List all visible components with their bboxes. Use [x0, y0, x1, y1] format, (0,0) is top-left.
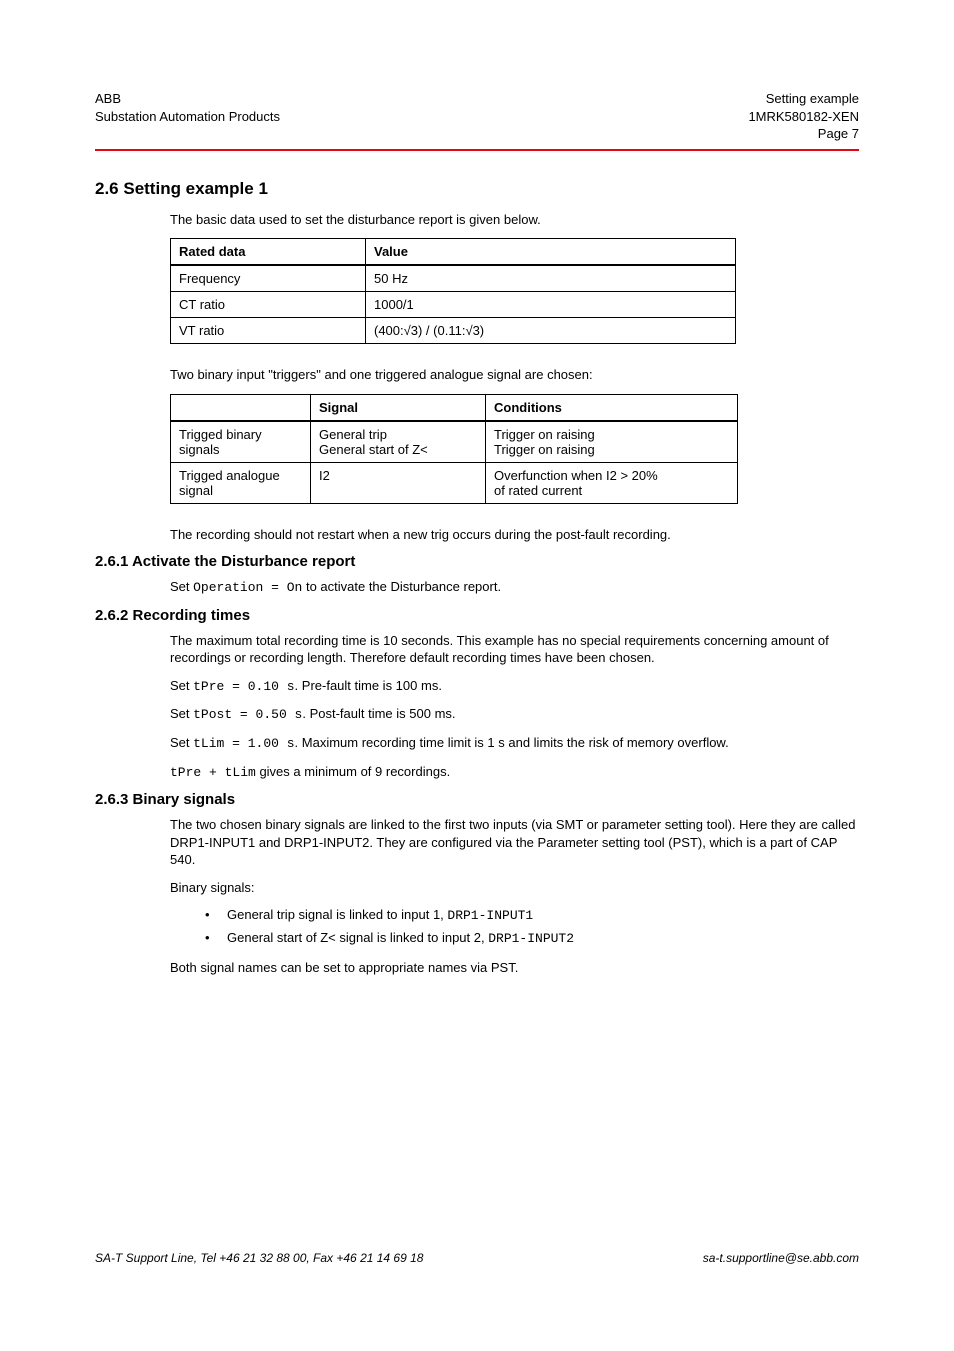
t1-h0: Rated data: [171, 239, 366, 266]
trigger-table: Signal Conditions Trigged binary signals…: [170, 394, 738, 504]
t2-h2: Conditions: [486, 394, 738, 421]
sub3-p1: The two chosen binary signals are linked…: [170, 816, 859, 869]
page-header: ABB Setting example Substation Automatio…: [95, 90, 859, 143]
footer-left: SA-T Support Line, Tel +46 21 32 88 00, …: [95, 1251, 423, 1265]
sub2-p3-suf: . Post-fault time is 500 ms.: [302, 706, 455, 721]
sub3-bullets: •General trip signal is linked to input …: [205, 906, 859, 949]
rated-data-table: Rated data Value Frequency50 HzCT ratio1…: [170, 238, 736, 344]
table-row: Trigged analogue signalI2Overfunction wh…: [171, 462, 738, 503]
t1-h1: Value: [366, 239, 736, 266]
table-cell: Trigged analogue signal: [171, 462, 311, 503]
table-cell: CT ratio: [171, 292, 366, 318]
sub2-p3-cmd: tPost = 0.50 s: [193, 707, 302, 722]
intro-text: The basic data used to set the disturban…: [170, 211, 859, 229]
table-cell: Overfunction when I2 > 20% of rated curr…: [486, 462, 738, 503]
sub3-p2: Binary signals:: [170, 879, 859, 897]
list-item: •General start of Z< signal is linked to…: [205, 929, 859, 949]
table-cell: Frequency: [171, 265, 366, 292]
table-row: Frequency50 Hz: [171, 265, 736, 292]
sub1-heading: 2.6.1 Activate the Disturbance report: [95, 553, 859, 570]
header-right-1: Setting example: [766, 90, 859, 108]
table-cell: 1000/1: [366, 292, 736, 318]
sub1-suf: to activate the Disturbance report.: [302, 579, 501, 594]
sub1-text: Set Operation = On to activate the Distu…: [170, 578, 859, 597]
sub2-p2-pre: Set: [170, 678, 193, 693]
bullet-marker: •: [205, 929, 227, 949]
sub2-p3-pre: Set: [170, 706, 193, 721]
table-row: CT ratio1000/1: [171, 292, 736, 318]
triggers-text: Two binary input "triggers" and one trig…: [170, 366, 859, 384]
sub2-p2-suf: . Pre-fault time is 100 ms.: [295, 678, 442, 693]
sub2-p4-cmd: tLim = 1.00 s: [193, 736, 294, 751]
bullet-text: General trip signal is linked to input 1…: [227, 906, 533, 926]
sub2-p4-pre: Set: [170, 735, 193, 750]
table-row: Trigged binary signalsGeneral trip Gener…: [171, 421, 738, 463]
table-cell: General trip General start of Z<: [311, 421, 486, 463]
sub2-p4-suf: . Maximum recording time limit is 1 s an…: [295, 735, 729, 750]
sub2-heading: 2.6.2 Recording times: [95, 607, 859, 624]
sub1-pre: Set: [170, 579, 193, 594]
header-left-2: Substation Automation Products: [95, 108, 280, 126]
table-cell: Trigger on raising Trigger on raising: [486, 421, 738, 463]
sub2-p2: Set tPre = 0.10 s. Pre-fault time is 100…: [170, 677, 859, 696]
table-cell: I2: [311, 462, 486, 503]
sub3-heading: 2.6.3 Binary signals: [95, 791, 859, 808]
list-item: •General trip signal is linked to input …: [205, 906, 859, 926]
header-left-1: ABB: [95, 90, 121, 108]
sub1-cmd: Operation = On: [193, 580, 302, 595]
bullet-marker: •: [205, 906, 227, 926]
bullet-text: General start of Z< signal is linked to …: [227, 929, 574, 949]
table-cell: (400:√3) / (0.11:√3): [366, 318, 736, 344]
norestart-text: The recording should not restart when a …: [170, 526, 859, 544]
table-cell: 50 Hz: [366, 265, 736, 292]
table-cell: VT ratio: [171, 318, 366, 344]
page-footer: SA-T Support Line, Tel +46 21 32 88 00, …: [95, 1251, 859, 1265]
sub2-p5-suf: gives a minimum of 9 recordings.: [256, 764, 450, 779]
sub2-p5-pre: tPre + tLim: [170, 765, 256, 780]
header-right-2: 1MRK580182-XEN: [748, 108, 859, 126]
sub2-p4: Set tLim = 1.00 s. Maximum recording tim…: [170, 734, 859, 753]
t2-h1: Signal: [311, 394, 486, 421]
sub3-p3: Both signal names can be set to appropri…: [170, 959, 859, 977]
sub2-p3: Set tPost = 0.50 s. Post-fault time is 5…: [170, 705, 859, 724]
sub2-p5: tPre + tLim gives a minimum of 9 recordi…: [170, 763, 859, 782]
sub2-p1: The maximum total recording time is 10 s…: [170, 632, 859, 667]
t2-h0: [171, 394, 311, 421]
sub2-p2-cmd: tPre = 0.10 s: [193, 679, 294, 694]
footer-right: sa-t.supportline@se.abb.com: [703, 1251, 859, 1265]
header-rule: [95, 149, 859, 151]
header-right-3: Page 7: [818, 125, 859, 143]
section-heading: 2.6 Setting example 1: [95, 179, 859, 199]
table-row: VT ratio(400:√3) / (0.11:√3): [171, 318, 736, 344]
table-cell: Trigged binary signals: [171, 421, 311, 463]
